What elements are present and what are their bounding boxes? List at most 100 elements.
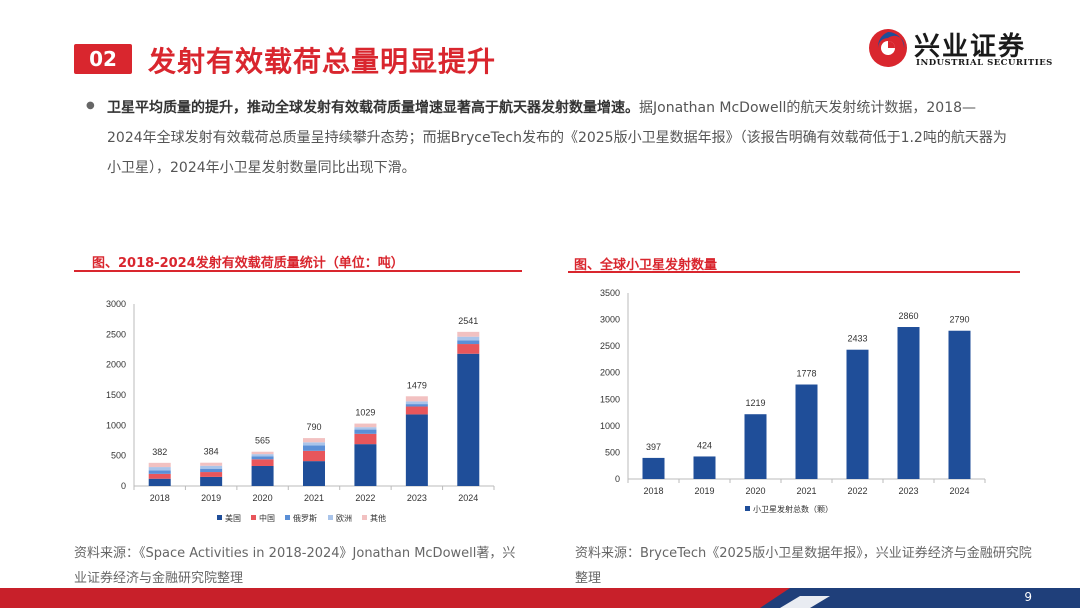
bar-segment [148,470,171,474]
y-tick-label: 3000 [106,299,126,309]
chart1-source: 资料来源：《Space Activities in 2018-2024》Jona… [74,546,516,586]
bar-segment [846,349,869,479]
legend-swatch [285,515,290,520]
legend-label: 小卫星发射总数（颗） [753,504,833,514]
bar-segment [251,454,274,457]
bar-segment [251,459,274,466]
x-tick-label: 2024 [949,486,969,496]
bar-segment [354,429,377,434]
bar-segment [200,468,223,473]
bar-segment [405,401,428,405]
x-tick-label: 2023 [407,493,427,503]
bar-segment [795,384,818,479]
bar-segment [405,406,428,415]
page-title: 发射有效载荷总量明显提升 [148,45,497,78]
chart1-svg: 0 500 1000 1500 2000 2500 3000 2018 382 2019 384 20… [106,299,495,523]
data-label: 424 [697,440,712,450]
data-label: 384 [204,447,219,457]
data-label: 1219 [745,398,765,408]
y-tick-label: 1500 [106,390,126,400]
x-tick-label: 2021 [796,486,816,496]
data-label: 382 [152,447,167,457]
x-tick-label: 2020 [253,493,273,503]
y-tick-label: 3000 [600,315,620,325]
chart2-title-rule [568,271,1020,273]
data-label: 790 [306,422,321,432]
x-tick-label: 2019 [201,493,221,503]
footer-bar [0,588,1080,608]
bar-segment [148,462,171,468]
y-tick-label: 500 [605,447,620,457]
bar-segment [251,451,274,455]
bar-segment [200,472,223,477]
legend-swatch [251,515,256,520]
x-tick-label: 2019 [694,486,714,496]
bar-segment [148,467,171,471]
bar-segment [251,465,274,486]
bar-segment [303,450,325,462]
body-bold-text: 卫星平均质量的提升，推动全球发射有效载荷质量增速显著高于航天器发射数量增速。 [107,100,639,116]
legend-label: 其他 [370,513,386,523]
bar-segment [405,404,428,407]
logo-chinese-text: 兴业证券 [914,32,1027,62]
bar-segment [200,462,223,466]
bar-segment [457,353,480,486]
x-tick-label: 2018 [643,486,663,496]
company-logo: 兴业证券 INDUSTRIAL SECURITIES [866,24,1056,74]
bar-segment [200,465,223,469]
y-tick-label: 0 [121,481,126,491]
bar-segment [405,396,428,402]
logo-swirl-icon [869,29,907,67]
data-label: 2860 [898,311,918,321]
legend-label: 俄罗斯 [293,513,317,523]
bar-segment [303,438,325,443]
bar-segment [457,340,480,345]
data-label: 2433 [847,334,867,344]
bar-segment [405,414,428,486]
data-label: 2541 [458,316,478,326]
bar-segment [200,476,223,486]
chart2-title: 图、全球小卫星发射数量 [574,258,718,273]
chart2-svg: 0 500 1000 1500 2000 2500 3000 3500 2018 397 2019 4… [600,288,986,514]
body-text: 据Jonathan McDowell的航天发射统计数据，2018—2024年全球… [107,100,1007,176]
bar-segment [148,473,171,479]
x-tick-label: 2021 [304,493,324,503]
data-label: 565 [255,436,270,446]
chart1-title: 图、2018-2024发射有效载荷质量统计（单位：吨） [92,256,404,271]
bar-segment [744,414,767,479]
bar-segment [303,461,325,486]
bar-segment [457,331,480,337]
data-label: 397 [646,442,661,452]
data-label: 1479 [407,380,427,390]
data-label: 1029 [355,408,375,418]
bar-segment [354,433,377,445]
y-tick-label: 3500 [600,288,620,298]
bar-segment [457,336,480,341]
data-label: 2790 [949,315,969,325]
x-tick-label: 2022 [847,486,867,496]
data-label: 1778 [796,369,816,379]
bar-segment [897,327,920,479]
y-tick-label: 1500 [600,394,620,404]
bar-segment [693,456,716,479]
section-number-badge: 02 [74,44,132,74]
bar-segment [354,423,377,428]
bar-segment [354,427,377,430]
page-number: 9 [1024,590,1032,604]
legend-swatch [217,515,222,520]
bar-segment [642,457,665,479]
x-tick-label: 2024 [458,493,478,503]
y-tick-label: 1000 [106,420,126,430]
chart1-title-rule [74,270,522,272]
y-tick-label: 2000 [106,360,126,370]
y-tick-label: 500 [111,451,126,461]
x-tick-label: 2018 [150,493,170,503]
y-tick-label: 0 [615,474,620,484]
legend-label: 欧洲 [336,513,352,523]
bar-segment [303,442,325,446]
legend-label: 美国 [225,513,241,523]
bar-segment [148,478,171,486]
logo-english-text: INDUSTRIAL SECURITIES [916,58,1053,68]
chart2-source: 资料来源：BryceTech《2025版小卫星数据年报》，兴业证券经济与金融研究… [575,546,1032,586]
legend-swatch [328,515,333,520]
